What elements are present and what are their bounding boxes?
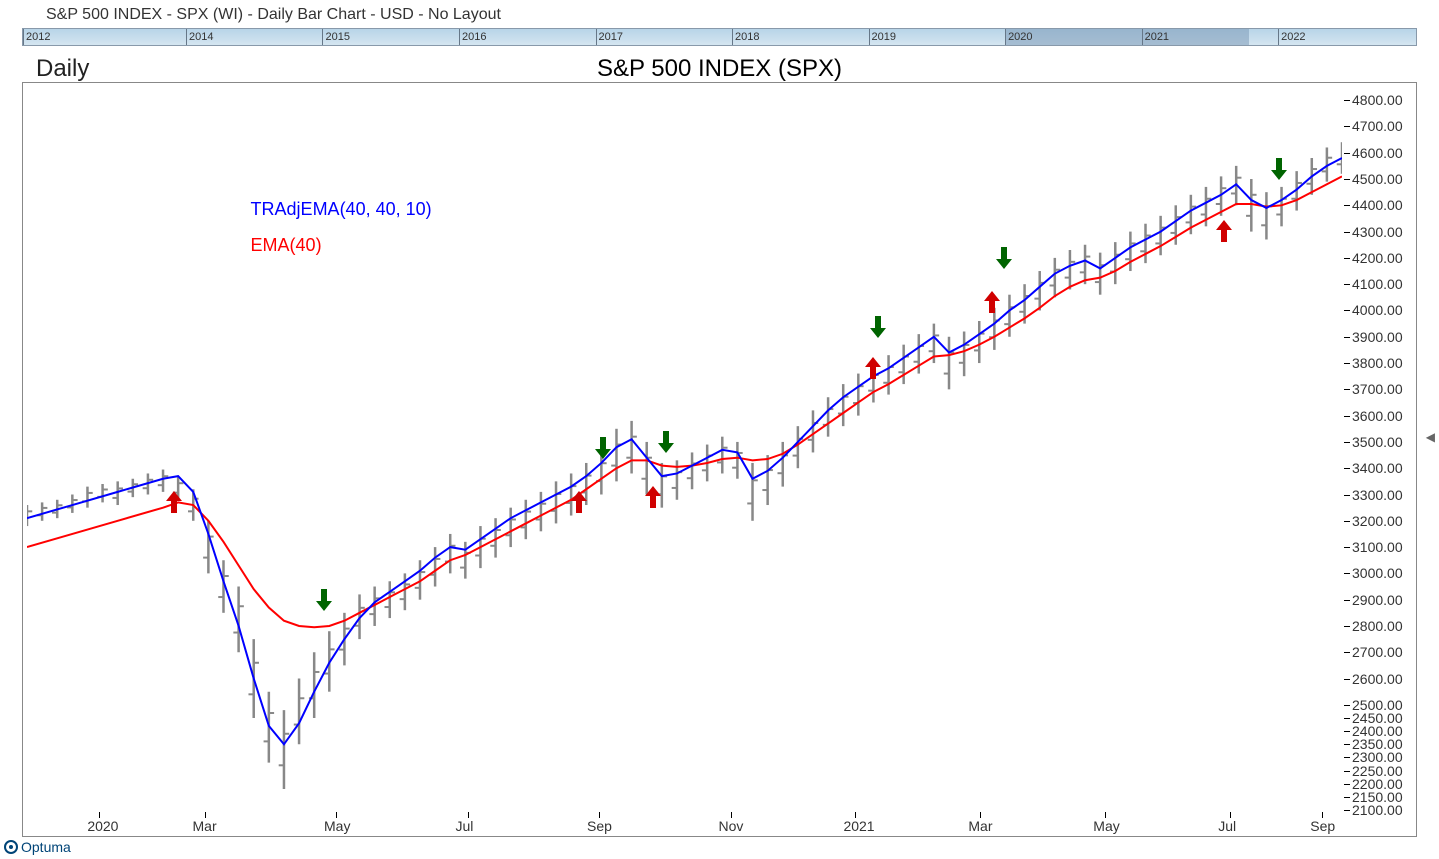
optuma-logo: Optuma bbox=[4, 839, 71, 855]
legend-tradjema: TRAdjEMA(40, 40, 10) bbox=[251, 199, 432, 220]
y-axis: 4800.004700.004600.004500.004400.004300.… bbox=[1344, 87, 1416, 810]
x-axis: 2020MarMayJulSepNov2021MarMayJulSep bbox=[27, 812, 1342, 836]
arrow-down-icon bbox=[996, 247, 1012, 269]
legend-ema: EMA(40) bbox=[251, 235, 322, 256]
interval-label: Daily bbox=[36, 55, 89, 83]
timeline-overview[interactable]: 2012 2014 2015 2016 2017 2018 2019 2020 2021 2022 bbox=[22, 28, 1417, 46]
arrow-down-icon bbox=[870, 316, 886, 338]
arrow-up-icon bbox=[571, 491, 587, 513]
arrow-up-icon bbox=[166, 491, 182, 513]
timeline-year: 2014 bbox=[186, 29, 213, 45]
timeline-year: 2021 bbox=[1142, 29, 1169, 45]
chart-svg bbox=[27, 87, 1342, 810]
chart-title: S&P 500 INDEX (SPX) bbox=[597, 55, 842, 83]
arrow-down-icon bbox=[595, 437, 611, 459]
plot-area[interactable]: TRAdjEMA(40, 40, 10) EMA(40) bbox=[27, 87, 1342, 810]
optuma-logo-text: Optuma bbox=[21, 839, 71, 855]
arrow-up-icon bbox=[865, 357, 881, 379]
timeline-year: 2016 bbox=[459, 29, 486, 45]
arrow-down-icon bbox=[1271, 158, 1287, 180]
arrow-up-icon bbox=[984, 291, 1000, 313]
timeline-year: 2020 bbox=[1005, 29, 1032, 45]
arrow-down-icon bbox=[316, 589, 332, 611]
timeline-year: 2017 bbox=[596, 29, 623, 45]
timeline-year: 2018 bbox=[732, 29, 759, 45]
timeline-highlight[interactable] bbox=[1005, 29, 1249, 45]
scroll-caret-icon[interactable]: ◀ bbox=[1426, 430, 1435, 444]
chart-container: TRAdjEMA(40, 40, 10) EMA(40) 4800.004700… bbox=[22, 82, 1417, 837]
arrow-up-icon bbox=[645, 486, 661, 508]
window-title: S&P 500 INDEX - SPX (WI) - Daily Bar Cha… bbox=[46, 6, 501, 24]
optuma-logo-icon bbox=[4, 840, 18, 854]
timeline-year: 2022 bbox=[1278, 29, 1305, 45]
timeline-year: 2019 bbox=[869, 29, 896, 45]
arrow-up-icon bbox=[1216, 220, 1232, 242]
timeline-year: 2015 bbox=[322, 29, 349, 45]
timeline-year: 2012 bbox=[23, 29, 50, 45]
arrow-down-icon bbox=[658, 431, 674, 453]
